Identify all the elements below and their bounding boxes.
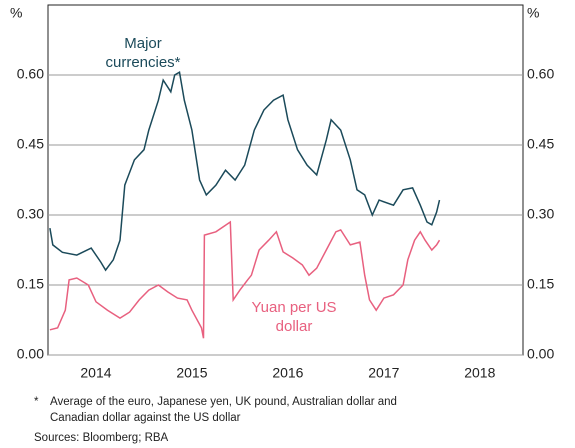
annotation: Yuan per US — [251, 299, 336, 316]
series-line — [49, 220, 441, 339]
x-tick-label: 2017 — [368, 365, 399, 381]
y-tick-label: 0.15 — [17, 276, 44, 292]
annotation: dollar — [276, 318, 313, 335]
y-tick-label: 0.60 — [17, 66, 44, 82]
y2-tick-label: 0.45 — [527, 136, 554, 152]
series-line — [49, 71, 441, 272]
footnote: Average of the euro, Japanese yen, UK po… — [50, 396, 397, 408]
x-tick-label: 2014 — [80, 365, 111, 381]
y-tick-label: 0.45 — [17, 136, 44, 152]
y-tick-label: 0.30 — [17, 206, 44, 222]
footnote: Canadian dollar against the US dollar — [50, 412, 241, 424]
y2-tick-label: 0.30 — [527, 206, 554, 222]
y2-tick-label: 0.60 — [527, 66, 554, 82]
footnote-marker: * — [34, 396, 39, 408]
x-tick-label: 2018 — [464, 365, 495, 381]
y2-tick-label: 0.00 — [527, 346, 554, 362]
annotation: Major — [124, 35, 162, 52]
y-unit-right: % — [527, 5, 539, 21]
annotation: currencies* — [105, 54, 180, 71]
y2-tick-label: 0.15 — [527, 276, 554, 292]
y-tick-label: 0.00 — [17, 346, 44, 362]
sources: Sources: Bloomberg; RBA — [34, 432, 169, 444]
y-unit-left: % — [10, 5, 22, 21]
x-tick-label: 2016 — [272, 365, 303, 381]
x-tick-label: 2015 — [176, 365, 207, 381]
